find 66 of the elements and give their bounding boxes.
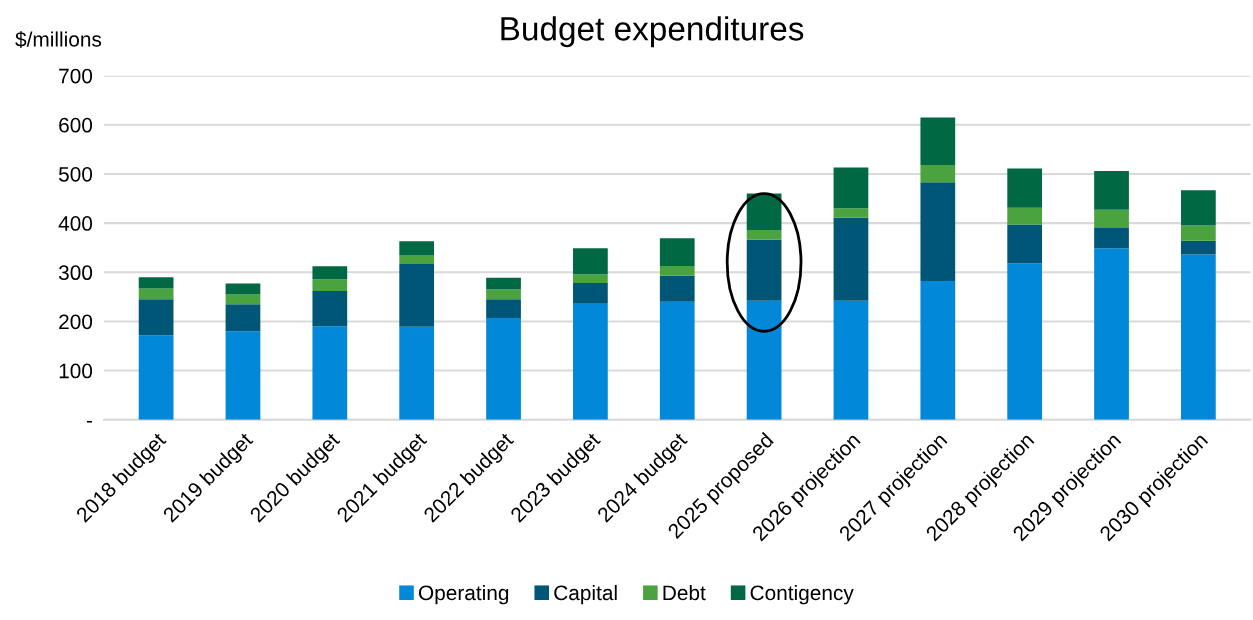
bar [486, 317, 521, 420]
y-tick-label: 300 [58, 265, 93, 281]
bar [1007, 168, 1043, 208]
bar [920, 117, 956, 166]
bar [312, 326, 348, 420]
y-tick-label: - [86, 420, 92, 423]
bar [833, 208, 869, 218]
bar [659, 275, 695, 302]
legend-label: Operating [418, 584, 509, 605]
bar [746, 193, 782, 230]
bar [399, 255, 435, 264]
bar [1094, 228, 1129, 249]
bar [399, 263, 435, 327]
y-tick-label: 200 [59, 314, 93, 330]
bar [312, 279, 348, 291]
bar [1181, 254, 1216, 420]
bar [833, 217, 869, 301]
bar [312, 290, 348, 327]
bar [659, 301, 695, 420]
legend-label: Capital [554, 584, 617, 605]
bar [746, 239, 782, 301]
y-axis-title: $/millions [15, 31, 102, 48]
bar [486, 299, 521, 318]
bar [1007, 263, 1043, 420]
bar [1007, 224, 1043, 264]
bar [746, 229, 782, 240]
chart-title: Budget expenditures [501, 16, 804, 48]
bar [1181, 240, 1216, 255]
bar [573, 248, 608, 275]
bar [659, 238, 695, 266]
bar [1094, 171, 1129, 210]
bar [920, 281, 956, 420]
bar [225, 331, 261, 420]
bar [833, 300, 869, 420]
y-tick-label: 100 [59, 363, 93, 379]
y-tick-label: 400 [58, 216, 93, 231]
bar [920, 182, 956, 282]
bar [225, 283, 261, 295]
bar [1094, 209, 1129, 229]
y-tick-label: 500 [58, 166, 93, 182]
bar [1181, 225, 1216, 241]
y-tick-label: 700 [59, 68, 93, 84]
y-tick-label: 600 [59, 117, 93, 133]
bar [746, 300, 782, 420]
bar [138, 288, 174, 300]
bar [573, 274, 608, 284]
bar [920, 165, 956, 183]
bar [486, 289, 521, 300]
bar [399, 326, 435, 420]
bar [573, 303, 608, 420]
bar [573, 283, 608, 304]
bar [138, 277, 174, 289]
bar [138, 299, 174, 336]
bar [1181, 190, 1216, 226]
bar [1007, 207, 1043, 225]
bar [399, 241, 435, 256]
legend-label: Debt [663, 584, 706, 601]
bar [225, 304, 261, 332]
bar [1094, 248, 1129, 420]
bar [312, 266, 348, 280]
bar [225, 294, 261, 305]
bar [833, 167, 869, 209]
bar [659, 265, 695, 276]
bar [138, 335, 174, 420]
bar [486, 277, 521, 290]
legend-label: Contigency [750, 584, 854, 605]
